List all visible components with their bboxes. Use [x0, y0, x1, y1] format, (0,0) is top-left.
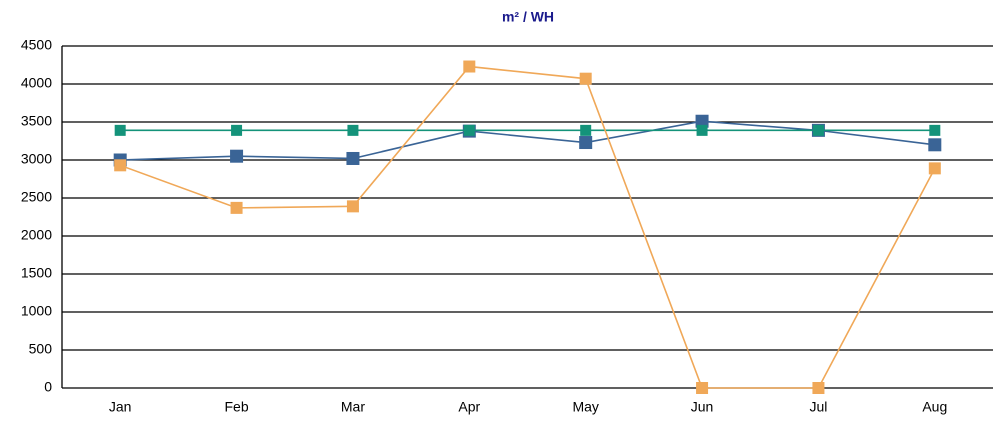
marker [230, 149, 244, 163]
marker [580, 124, 592, 136]
marker [114, 159, 127, 172]
x-tick-label: Mar [341, 399, 365, 415]
y-tick-label: 1000 [21, 303, 52, 319]
marker [231, 124, 243, 136]
y-tick-label: 500 [29, 341, 53, 357]
x-tick-label: Jun [691, 399, 714, 415]
y-tick-label: 4000 [21, 75, 52, 91]
series-line [120, 120, 935, 161]
marker [230, 201, 243, 214]
marker [928, 162, 941, 175]
y-tick-label: 4500 [21, 37, 52, 53]
marker [347, 124, 359, 136]
y-tick-label: 1500 [21, 265, 52, 281]
marker [696, 124, 708, 136]
marker [696, 382, 709, 394]
marker [346, 200, 359, 213]
x-tick-label: Jan [109, 399, 132, 415]
marker [929, 124, 941, 136]
x-tick-label: Jul [809, 399, 827, 415]
marker [812, 382, 825, 394]
x-tick-label: Feb [225, 399, 249, 415]
marker [114, 124, 126, 136]
y-tick-label: 2000 [21, 227, 52, 243]
marker [928, 138, 942, 152]
y-tick-label: 2500 [21, 189, 52, 205]
y-tick-label: 3500 [21, 113, 52, 129]
marker [695, 114, 709, 128]
marker [463, 124, 475, 136]
y-tick-label: 0 [44, 379, 52, 395]
marker [463, 60, 476, 73]
x-tick-label: Apr [458, 399, 480, 415]
series-line [119, 65, 936, 389]
marker [579, 72, 592, 85]
chart-title: m² / WH [502, 9, 554, 25]
marker [812, 124, 824, 136]
marker [579, 136, 593, 150]
marker [346, 151, 360, 165]
y-tick-label: 3000 [21, 151, 52, 167]
x-tick-label: May [572, 399, 598, 415]
x-tick-label: Aug [922, 399, 947, 415]
